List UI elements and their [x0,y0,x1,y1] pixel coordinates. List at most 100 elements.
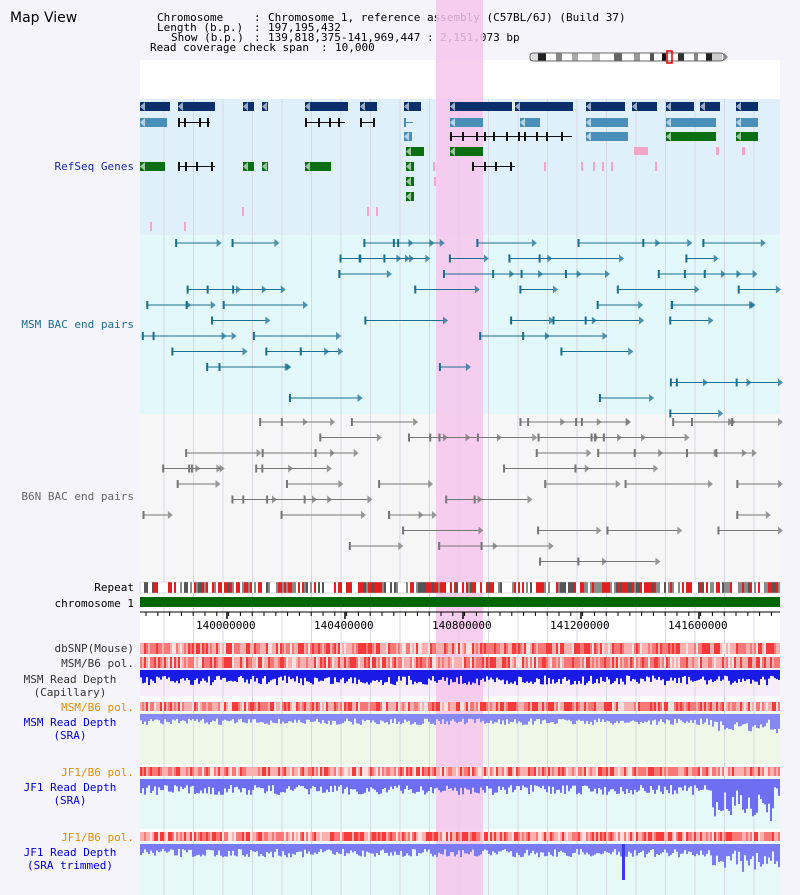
dbsnp-heat-cell [342,643,344,654]
jf1-b6-pol2-heat-cell [310,832,312,841]
jf1-sra-depth-bar [278,779,280,795]
dbsnp-heat-cell [686,643,688,654]
msm-bac-pair-end [425,254,431,263]
jf1-trim-depth-bar [216,844,218,855]
msm-sra-depth-bar [228,714,230,722]
msm-b6-pol2-heat-cell [616,702,618,711]
jf1-sra-depth-bar [636,779,638,793]
label-jf1-b6-pol: JF1/B6 pol. [61,766,134,779]
b6n-bac-pair-end [778,526,783,535]
dbsnp-heat-cell [222,643,224,654]
jf1-b6-pol-heat-cell [340,767,342,776]
jf1-trim-depth-bar [176,844,178,856]
repeat-block [508,582,510,593]
repeat-block [726,582,728,593]
b6n-bac-pair-end [537,526,540,535]
repeat-block [396,582,398,593]
msm-cap-depth-bar [268,670,270,683]
jf1-trim-depth-bar [670,844,672,855]
msm-b6-pol2-heat-cell [216,702,218,711]
jf1-sra-depth-bar [666,779,668,790]
msm-b6-pol2-heat-cell [730,702,732,711]
msm-b6-pol-heat-cell [232,657,234,668]
msm-cap-depth-bar [168,670,170,678]
gene-exon [196,162,198,171]
jf1-b6-pol2-heat-cell [740,832,742,841]
jf1-sra-depth-bar [620,779,622,787]
jf1-b6-pol-heat-cell [714,767,716,776]
msm-b6-pol2-heat-cell [518,702,520,711]
msm-b6-pol2-heat-cell [676,702,678,711]
jf1-trim-depth-bar [674,844,676,850]
msm-b6-pol2-heat-cell [756,702,758,711]
msm-b6-pol2-heat-cell [646,702,648,711]
jf1-trim-depth-bar [736,844,738,865]
b6n-bac-pair-end [590,433,593,442]
msm-b6-pol-heat-cell [510,657,512,668]
gene-strand-arrow [243,162,248,171]
jf1-sra-depth-bar [712,779,714,808]
msm-b6-pol2-heat-cell [656,702,658,711]
msm-bac-pair-end [616,285,619,294]
jf1-trim-depth-bar [766,844,768,864]
jf1-b6-pol-heat-cell [584,767,586,776]
dbsnp-heat-cell [554,643,556,654]
jf1-sra-depth-bar [708,779,710,791]
msm-bac-pair-end [474,285,480,294]
dbsnp-heat-cell [228,643,230,654]
jf1-b6-pol-heat-cell [382,767,384,776]
jf1-trim-depth-bar [220,844,222,856]
repeat-block [478,582,480,593]
jf1-b6-pol2-heat-cell [596,832,598,841]
msm-cap-depth-bar [154,670,156,684]
msm-b6-pol2-heat-cell [612,702,614,711]
msm-sra-depth-bar [446,714,448,722]
msm-b6-pol-heat-cell [394,657,396,668]
dbsnp-heat-cell [640,643,642,654]
msm-sra-depth-bar [652,714,654,721]
repeat-block [190,582,192,593]
repeat-block [310,582,312,593]
gene-strand-arrow [140,118,145,127]
msm-cap-depth-bar [298,670,300,683]
b6n-bac-pair-end [727,418,733,426]
b6n-bac-pair-end [314,449,317,457]
dbsnp-heat-cell [714,643,716,654]
msm-b6-pol2-heat-cell [498,702,500,711]
dbsnp-heat-cell [254,643,256,654]
msm-b6-pol-heat-cell [440,657,442,668]
jf1-sra-depth-bar [604,779,606,788]
msm-cap-depth-bar [270,670,272,681]
refseq-gene-alt [736,118,758,127]
jf1-sra-depth-bar [504,779,506,790]
msm-b6-pol-heat-cell [286,657,288,668]
jf1-b6-pol2-heat-cell [456,832,458,841]
msm-sra-depth-bar [164,714,166,720]
msm-b6-pol-heat-cell [150,657,152,668]
dbsnp-heat-cell [458,643,460,654]
msm-bac-pair-end [778,378,783,387]
jf1-trim-depth-bar [286,844,288,858]
dbsnp-heat-cell [428,643,430,654]
msm-b6-pol2-heat-cell [670,702,672,711]
msm-b6-pol-heat-cell [242,657,244,668]
msm-cap-depth-bar [242,670,244,679]
msm-b6-pol2-heat-cell [776,702,778,711]
msm-cap-depth-bar [614,670,616,682]
msm-sra-depth-bar [576,714,578,721]
msm-sra-depth-bar [508,714,510,724]
jf1-b6-pol2-heat-cell [696,832,698,841]
msm-b6-pol-heat-cell [470,657,472,668]
jf1-sra-depth-bar [216,779,218,795]
msm-b6-pol2-heat-cell [354,702,356,711]
dbsnp-heat-cell [532,643,534,654]
msm-b6-pol2-heat-cell [226,702,228,711]
repeat-block [766,582,768,593]
msm-sra-depth-bar [172,714,174,720]
msm-cap-depth-bar [648,670,650,678]
jf1-trim-depth-bar [376,844,378,854]
msm-bac-pair-end [465,363,471,371]
repeat-block [582,582,584,593]
repeat-block [148,582,150,593]
